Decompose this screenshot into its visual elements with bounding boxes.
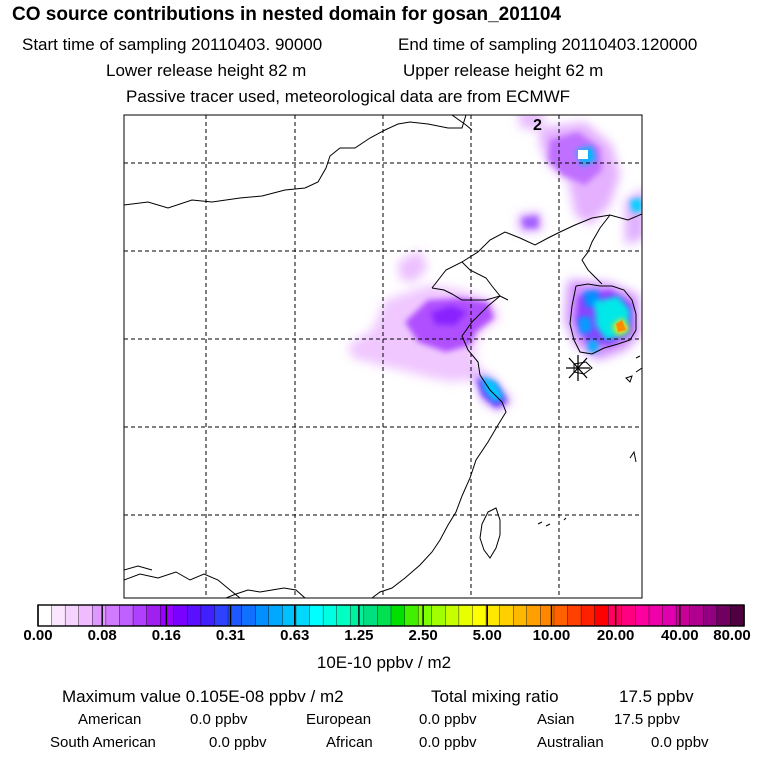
colorbar-tick-label: 20.00 bbox=[596, 627, 635, 644]
receptor-marker bbox=[566, 355, 590, 381]
region-value: 0.0 ppbv bbox=[651, 734, 709, 751]
grid-lines bbox=[124, 115, 642, 598]
total-mixing-ratio-value: 17.5 ppbv bbox=[619, 687, 694, 706]
colorbar-tick-label: 0.63 bbox=[280, 627, 310, 644]
region-value: 0.0 ppbv bbox=[419, 734, 477, 751]
region-name: Asian bbox=[537, 711, 575, 728]
total-mixing-ratio-label: Total mixing ratio bbox=[431, 687, 559, 706]
colorbar-tick-label: 40.00 bbox=[661, 627, 699, 644]
region-value: 0.0 ppbv bbox=[209, 734, 267, 751]
plume-gap bbox=[578, 150, 588, 159]
region-value: 17.5 ppbv bbox=[614, 711, 680, 728]
region-name: Australian bbox=[537, 734, 604, 751]
colorbar-tick-label: 10.00 bbox=[532, 627, 571, 644]
colorbar-tick-label: 0.31 bbox=[215, 627, 246, 644]
region-name: European bbox=[306, 711, 372, 728]
tracer-note: Passive tracer used, meteorological data… bbox=[126, 87, 571, 106]
coastlines bbox=[124, 115, 642, 598]
map-panel: 2 bbox=[123, 114, 643, 599]
colorbar-tick-label: 0.08 bbox=[87, 627, 117, 644]
chart-title: CO source contributions in nested domain… bbox=[12, 4, 562, 25]
plume-core bbox=[482, 146, 642, 402]
lower-release-height-label: Lower release height 82 m bbox=[106, 61, 307, 80]
colorbar-tick-label: 2.50 bbox=[408, 627, 438, 644]
region-name: American bbox=[78, 711, 142, 728]
colorbar-unit-label: 10E-10 ppbv / m2 bbox=[316, 653, 452, 672]
region-name: South American bbox=[50, 734, 156, 751]
colorbar-tick-label: 5.00 bbox=[472, 627, 502, 644]
colorbar-tick-label: 80.00 bbox=[713, 627, 751, 644]
end-time-label: End time of sampling 20110403.120000 bbox=[398, 35, 698, 54]
region-name: African bbox=[326, 734, 373, 751]
colorbar-tick-label: 0.00 bbox=[23, 627, 53, 644]
map-frame bbox=[123, 114, 643, 599]
panel-number-label: 2 bbox=[533, 117, 542, 134]
upper-release-height-label: Upper release height 62 m bbox=[403, 61, 604, 80]
plume-peak bbox=[616, 320, 626, 332]
maximum-value-label: Maximum value 0.105E-08 ppbv / m2 bbox=[62, 687, 344, 706]
colorbar-tick-label: 1.25 bbox=[344, 627, 374, 644]
region-value: 0.0 ppbv bbox=[190, 711, 248, 728]
colorbar-tick-label: 0.16 bbox=[151, 627, 181, 644]
start-time-label: Start time of sampling 20110403. 90000 bbox=[22, 35, 323, 54]
region-value: 0.0 ppbv bbox=[419, 711, 477, 728]
